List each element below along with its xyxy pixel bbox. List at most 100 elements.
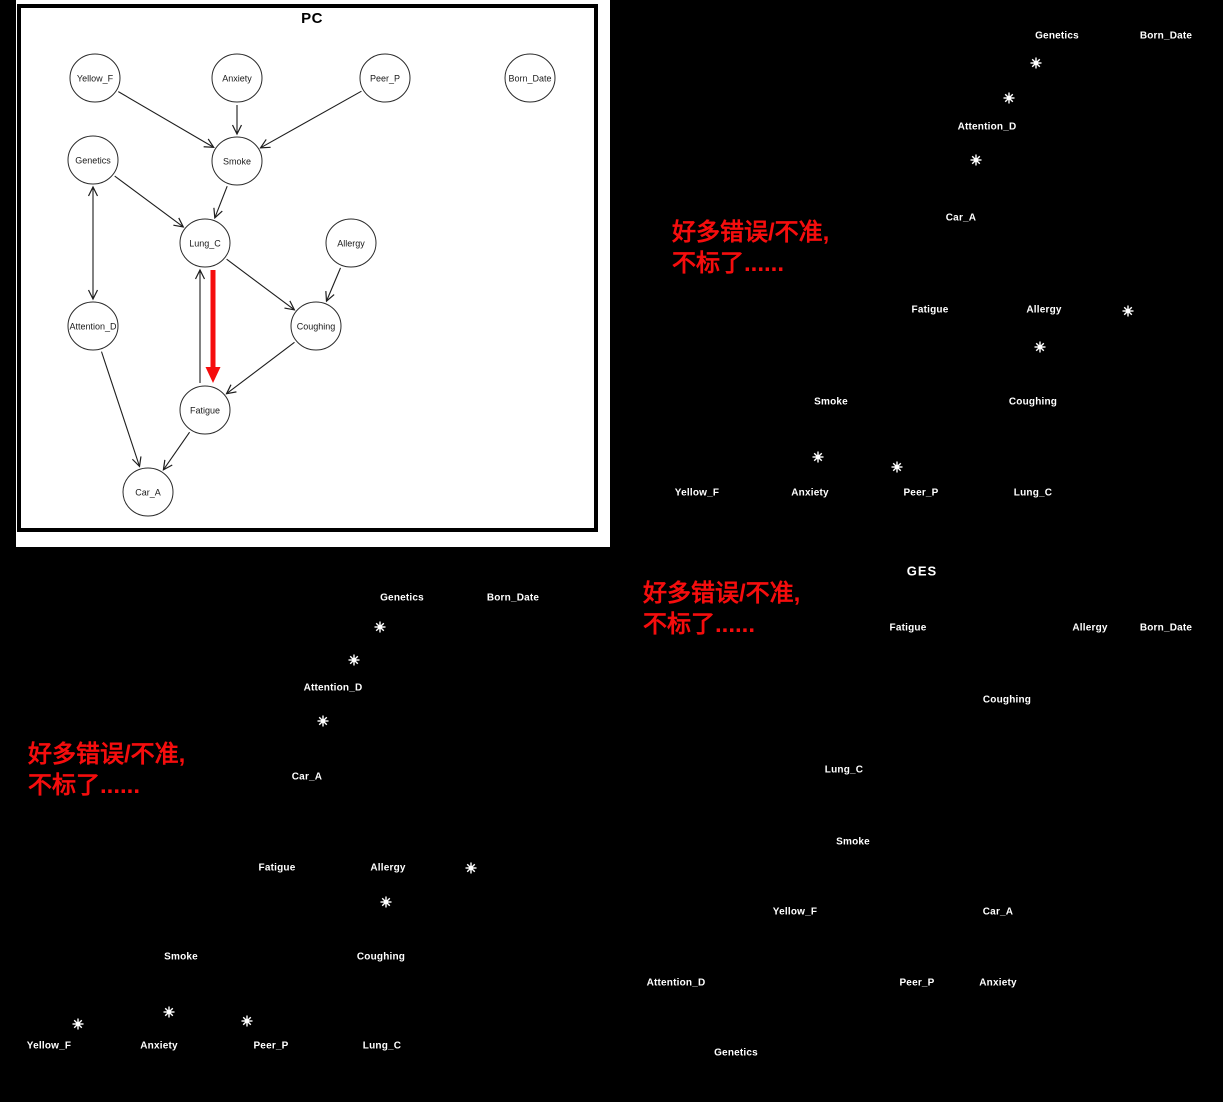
node-circle	[67, 301, 119, 351]
graph-edge-genetics-lung_c	[114, 175, 185, 228]
graph-node-fatigue: Fatigue	[179, 385, 231, 435]
graph-edge-lung_c-coughing	[226, 258, 296, 311]
node-label-top_right: Attention_D	[957, 121, 1017, 133]
node-label-ges: Smoke	[836, 836, 870, 848]
graph-edge-attention_d-car_a	[100, 351, 142, 468]
graph-edge-peer_p-smoke	[259, 90, 362, 149]
annotation-line: 好多错误/不准,	[672, 219, 830, 246]
node-label-top_right: Car_A	[945, 212, 977, 224]
node-label: Car_A	[135, 487, 161, 497]
arrowhead-star-icon	[241, 1015, 253, 1027]
arrowhead-star-icon	[374, 621, 386, 633]
graph-edge-smoke-lung_c	[213, 185, 228, 220]
graph-edge-fatigue-car_a	[162, 431, 191, 471]
node-circle	[122, 467, 174, 517]
arrowhead-star-icon	[380, 896, 392, 908]
graph-edge-allergy-coughing	[325, 267, 342, 303]
node-label-top_right: Yellow_F	[674, 487, 720, 499]
node-circle	[69, 53, 121, 103]
node-label-ges: Anxiety	[979, 977, 1017, 989]
pc-nodes-layer: Yellow_F Anxiety Peer_P Born_Date Genetics Sm…	[67, 53, 556, 517]
node-label-ges: Born_Date	[1139, 622, 1193, 634]
graph-node-lung_c: Lung_C	[179, 218, 231, 268]
graph-edge-yellow_f-smoke	[118, 91, 215, 149]
node-label-ges: Attention_D	[646, 977, 706, 989]
arrowhead-star-icon	[1030, 57, 1042, 69]
node-label-ges: Yellow_F	[772, 906, 818, 918]
node-label-bottom_left: Allergy	[370, 862, 406, 874]
annotation-line: 不标了......	[28, 772, 141, 799]
node-label-bottom_left: Yellow_F	[26, 1040, 72, 1052]
node-label: Born_Date	[508, 73, 551, 83]
node-label: Attention_D	[69, 321, 117, 331]
red-highlight-arrowhead	[205, 367, 221, 383]
node-label-bottom_left: Genetics	[380, 592, 424, 604]
node-label-top_right: Allergy	[1026, 304, 1062, 316]
node-label-bottom_left: Born_Date	[486, 592, 540, 604]
graph-node-yellow_f: Yellow_F	[69, 53, 121, 103]
node-label-bottom_left: Smoke	[164, 951, 198, 963]
node-label-top_right: Anxiety	[791, 487, 829, 499]
graph-node-genetics: Genetics	[67, 135, 119, 185]
node-label-bottom_left: Attention_D	[303, 682, 363, 694]
pc-edges-layer	[87, 90, 362, 471]
node-label: Smoke	[223, 156, 251, 166]
pc-title: PC	[301, 10, 323, 27]
node-label-top_right: Smoke	[814, 396, 848, 408]
annotation-line: 不标了......	[643, 611, 756, 638]
node-label-top_right: Genetics	[1035, 30, 1079, 42]
ges-title: GES	[906, 563, 938, 579]
graph-node-attention_d: Attention_D	[67, 301, 119, 351]
annotation-line: 好多错误/不准,	[643, 580, 801, 607]
arrowhead-star-icon	[72, 1018, 84, 1030]
node-label-top_right: Coughing	[1008, 396, 1058, 408]
node-label-bottom_left: Anxiety	[140, 1040, 178, 1052]
arrowhead-star-icon	[317, 715, 329, 727]
node-circle	[290, 301, 342, 351]
node-circle	[179, 218, 231, 268]
node-circle	[211, 53, 263, 103]
node-label-bottom_left: Car_A	[291, 771, 323, 783]
node-circle	[67, 135, 119, 185]
annotation-bottom-left: 好多错误/不准, 不标了......	[28, 739, 185, 801]
node-label: Fatigue	[190, 405, 220, 415]
arrowhead-star-icon	[891, 461, 903, 473]
node-circle	[179, 385, 231, 435]
graph-node-peer_p: Peer_P	[359, 53, 411, 103]
node-label: Genetics	[75, 155, 111, 165]
graph-node-smoke: Smoke	[211, 136, 263, 186]
node-label: Peer_P	[370, 73, 400, 83]
node-label-bottom_left: Lung_C	[362, 1040, 402, 1052]
node-label: Lung_C	[189, 238, 221, 248]
graph-edge-coughing-fatigue	[225, 341, 295, 395]
graph-node-coughing: Coughing	[290, 301, 342, 351]
annotation-top-right: 好多错误/不准, 不标了......	[672, 217, 829, 279]
node-label-ges: Car_A	[982, 906, 1014, 918]
arrowhead-star-icon	[970, 154, 982, 166]
pc-plot-border	[17, 4, 598, 532]
arrowhead-star-icon	[1003, 92, 1015, 104]
arrowhead-star-icon	[1122, 305, 1134, 317]
arrowhead-star-icon	[1034, 341, 1046, 353]
arrowhead-star-icon	[812, 451, 824, 463]
node-circle	[325, 218, 377, 268]
arrowhead-star-icon	[348, 654, 360, 666]
node-circle	[359, 53, 411, 103]
node-label-bottom_left: Coughing	[356, 951, 406, 963]
annotation-line: 好多错误/不准,	[28, 741, 186, 768]
node-label: Yellow_F	[77, 73, 114, 83]
node-label-ges: Coughing	[982, 694, 1032, 706]
node-circle	[211, 136, 263, 186]
graph-node-car_a: Car_A	[122, 467, 174, 517]
node-label-ges: Fatigue	[889, 622, 927, 634]
annotation-line: 不标了......	[672, 250, 785, 277]
graph-node-allergy: Allergy	[325, 218, 377, 268]
graph-node-born_date: Born_Date	[504, 53, 556, 103]
pc-panel: Yellow_F Anxiety Peer_P Born_Date Genetics Sm…	[16, 0, 610, 547]
pc-dag-svg: Yellow_F Anxiety Peer_P Born_Date Genetics Sm…	[17, 4, 598, 532]
node-label: Allergy	[337, 238, 365, 248]
node-circle	[504, 53, 556, 103]
node-label-top_right: Peer_P	[903, 487, 939, 499]
node-label-bottom_left: Fatigue	[258, 862, 296, 874]
